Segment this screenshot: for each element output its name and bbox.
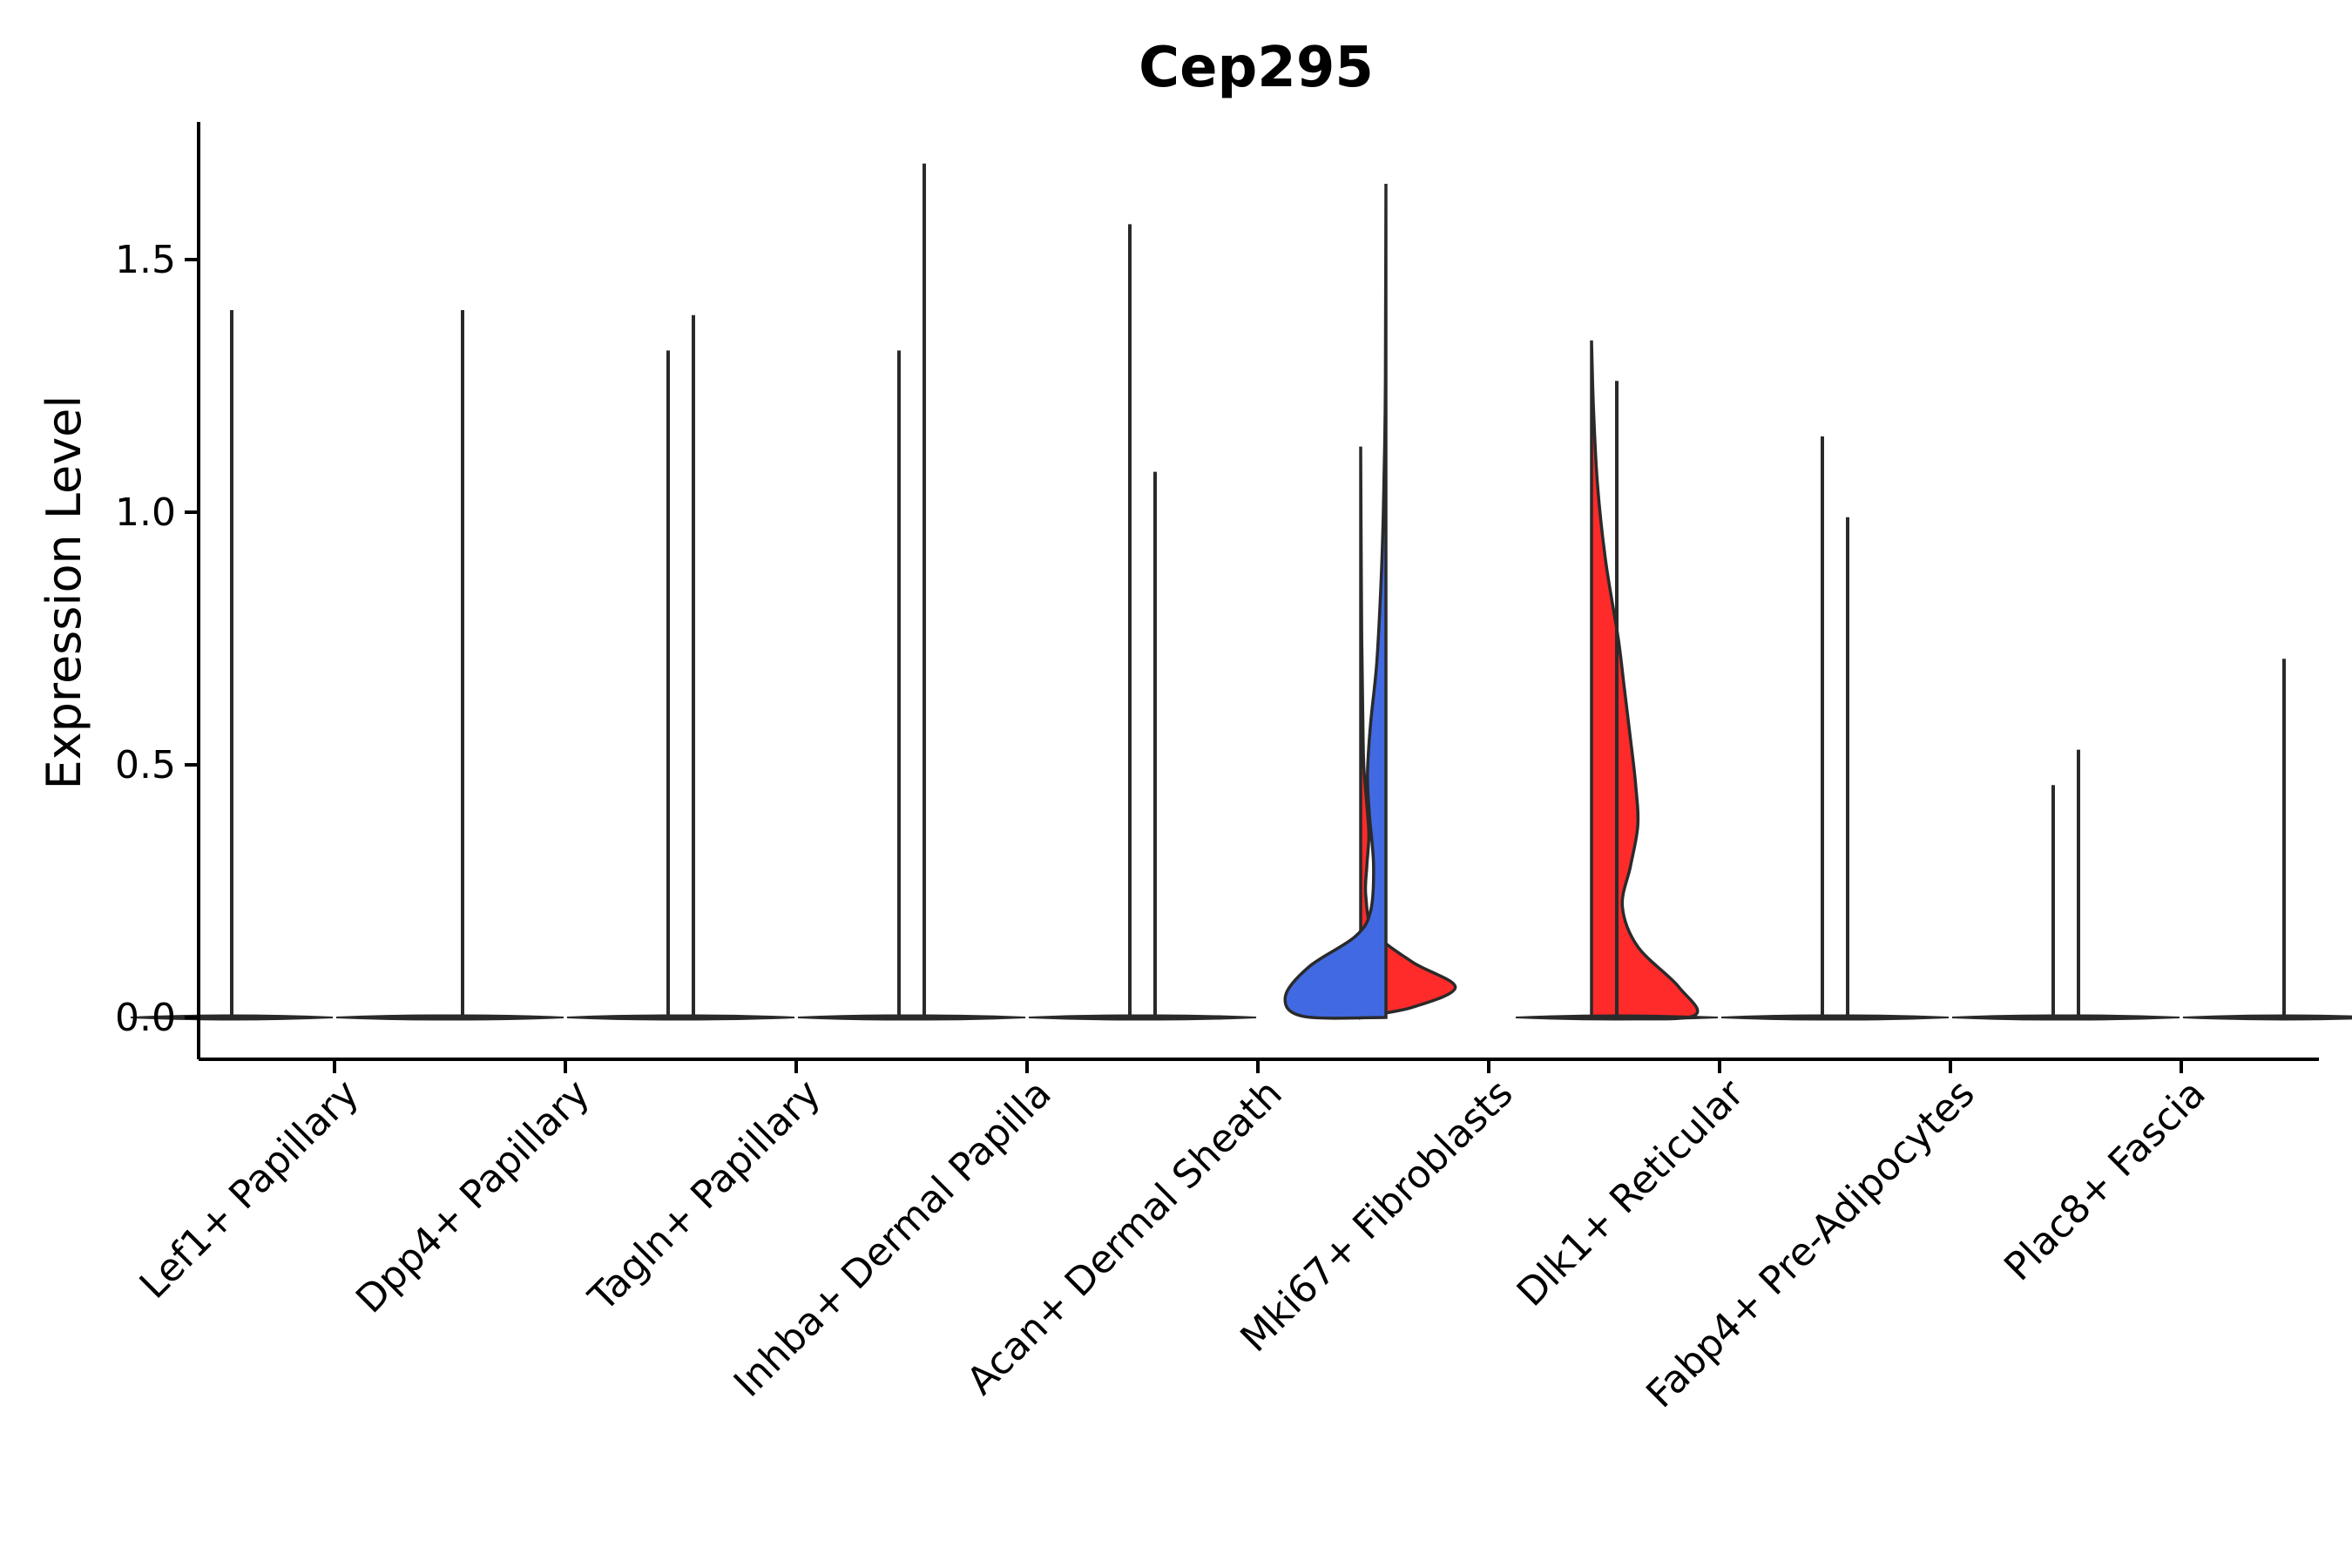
chart-title: Cep295 (1139, 36, 1374, 100)
y-tick-label: 1.0 (115, 490, 176, 535)
violin-dlk1-reticular-left-base (1515, 1014, 1719, 1021)
violin-inhba-dermal-papilla-left-base (822, 1014, 1026, 1021)
y-tick-label: 0.5 (115, 743, 176, 787)
y-tick-label: 0.0 (115, 996, 176, 1040)
violin-lef1-papillary-left-base (130, 1014, 334, 1021)
violin-fabp4-pre-adipocytes-left-base (1746, 1014, 1950, 1021)
violin-plac8-fascia-left-base (1977, 1014, 2180, 1021)
violin-dpp4-papillary-left-base (361, 1014, 564, 1021)
violin-mki67-fibroblasts-right (1590, 340, 1700, 1021)
violin-mki67-fibroblasts-left (1283, 183, 1388, 1020)
violin-layer (130, 163, 2352, 1021)
x-tick-label-lef1-papillary: Lef1+ Papillary (132, 1071, 368, 1308)
y-axis-label: Expression Level (37, 395, 91, 790)
violin-plac8-fascia-right-base (2182, 1014, 2352, 1021)
violin-acan-dermal-sheath-left-base (1053, 1014, 1257, 1021)
x-tick-label-dpp4-papillary: Dpp4+ Papillary (348, 1071, 598, 1322)
x-tick-label-dlk1-reticular: Dlk1+ Reticular (1509, 1071, 1754, 1315)
violin-tagln-papillary-left-base (591, 1014, 795, 1021)
x-tick-label-plac8-fascia: Plac8+ Fascia (1996, 1071, 2214, 1290)
y-axis: 0.0 0.5 1.0 1.5 (115, 122, 200, 1059)
x-tick-label-tagln-papillary: Tagln+ Papillary (580, 1071, 829, 1321)
y-tick-label: 1.5 (115, 238, 176, 282)
